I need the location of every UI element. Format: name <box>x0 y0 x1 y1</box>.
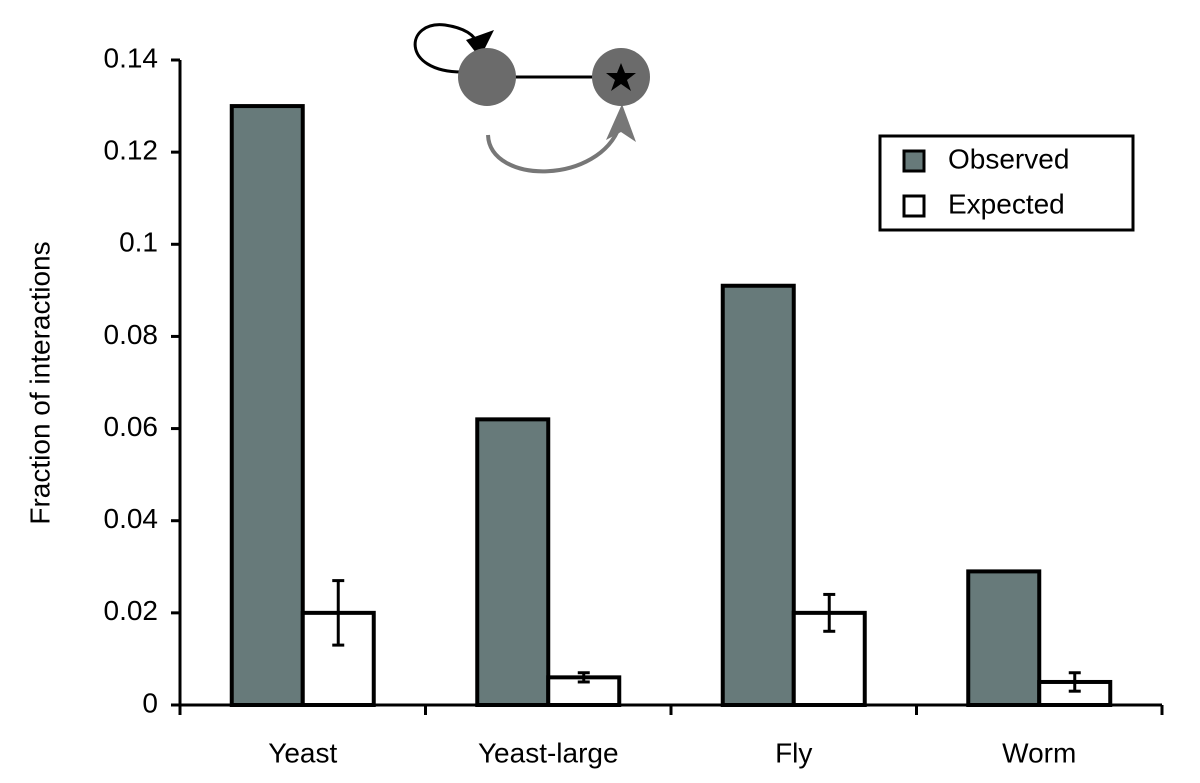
y-tick-label: 0.12 <box>104 135 159 166</box>
bar <box>720 283 796 707</box>
bar <box>229 104 305 708</box>
node <box>458 48 516 106</box>
y-tick-label: 0.06 <box>104 411 159 442</box>
y-tick-label: 0.08 <box>104 319 159 350</box>
legend-swatch <box>902 149 926 173</box>
x-tick-label: Fly <box>775 737 812 768</box>
arrow-head <box>606 104 636 142</box>
self-loop <box>413 23 480 74</box>
curved-arrow <box>486 124 622 174</box>
y-axis-label: Fraction of interactions <box>24 241 55 524</box>
error-bar <box>332 579 345 647</box>
y-tick-label: 0 <box>142 687 158 718</box>
x-tick-label: Yeast <box>268 737 337 768</box>
legend-label: Observed <box>948 143 1069 174</box>
y-tick-label: 0.1 <box>119 227 158 258</box>
x-tick-label: Worm <box>1002 737 1076 768</box>
error-bar <box>823 592 836 633</box>
legend-label: Expected <box>948 188 1065 219</box>
x-tick-label: Yeast-large <box>478 737 619 768</box>
arrow-head <box>466 30 494 58</box>
bar <box>475 417 551 707</box>
y-tick-label: 0.02 <box>104 595 159 626</box>
star <box>606 63 636 91</box>
y-tick-label: 0.04 <box>104 503 159 534</box>
error-bar <box>1068 671 1081 693</box>
motif-inset <box>413 23 650 174</box>
y-tick-label: 0.14 <box>104 42 159 73</box>
bar <box>966 569 1042 708</box>
error-bar <box>577 671 590 684</box>
legend-swatch <box>902 194 926 218</box>
